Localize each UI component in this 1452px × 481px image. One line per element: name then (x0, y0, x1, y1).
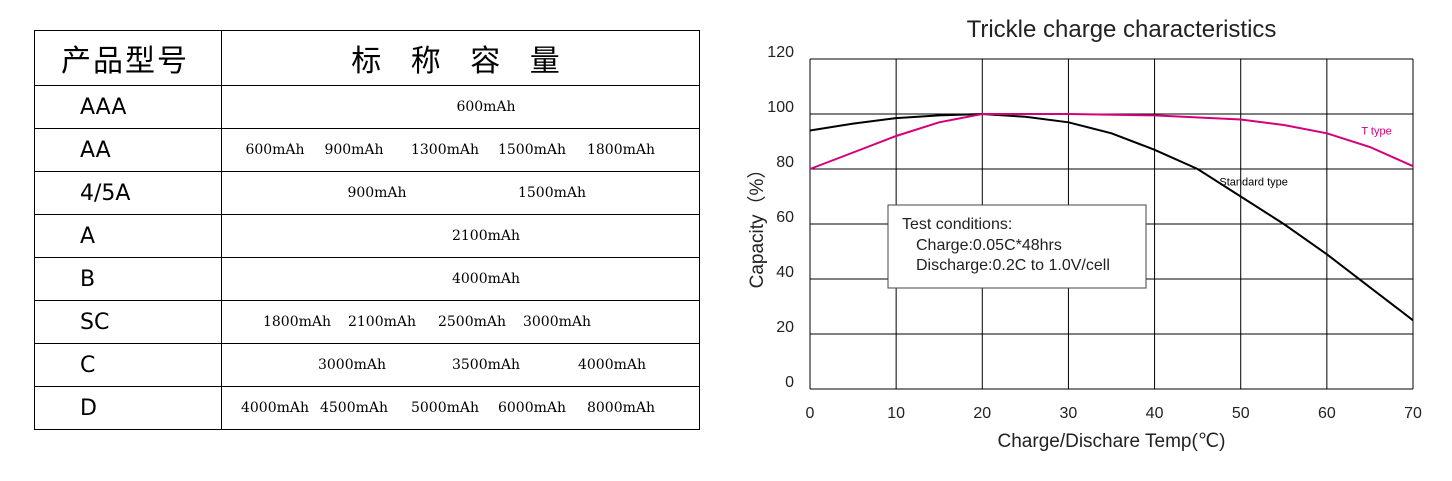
x-tick-label: 10 (887, 405, 905, 422)
capacity-value: 2100mAh (451, 228, 521, 244)
capacity-cell: 600mAh 900mAh 1300mAh 1500mAh 1800mAh (221, 128, 700, 172)
capacity-value: 5000mAh (410, 400, 480, 416)
x-axis-label: Charge/Dischare Temp(℃) (998, 431, 1226, 452)
capacity-cell: 1800mAh 2100mAh 2500mAh 3000mAh (221, 300, 700, 344)
y-tick-label: 60 (776, 209, 794, 226)
capacity-value: 3500mAh (451, 357, 521, 373)
capacity-value: 600mAh (245, 142, 305, 158)
capacity-value: 4000mAh (577, 357, 647, 373)
capacity-value: 1800mAh (586, 142, 656, 158)
table-row: C 3000mAh 3500mAh 4000mAh (34, 343, 700, 387)
capacity-value: 1500mAh (517, 185, 587, 201)
y-tick-label: 120 (767, 44, 794, 61)
table-row: D 4000mAh 4500mAh 5000mAh 6000mAh 8000mAh (34, 386, 700, 430)
table-row: B 4000mAh (34, 257, 700, 301)
table-row: SC 1800mAh 2100mAh 2500mAh 3000mAh (34, 300, 700, 344)
header-model: 产品型号 (34, 30, 222, 86)
table-row: AAA 600mAh (34, 85, 700, 129)
table-row: A 2100mAh (34, 214, 700, 258)
t-type-label: T type (1361, 126, 1391, 138)
capacity-value: 1300mAh (410, 142, 480, 158)
x-tick-label: 0 (806, 405, 815, 422)
capacity-cell: 4000mAh 4500mAh 5000mAh 6000mAh 8000mAh (221, 386, 700, 430)
y-tick-label: 100 (767, 99, 794, 116)
capacity-value: 3000mAh (522, 314, 592, 330)
table-row: 4/5A 900mAh 1500mAh (34, 171, 700, 215)
capacity-value: 900mAh (347, 185, 407, 201)
capacity-value: 4000mAh (240, 400, 310, 416)
y-tick-label: 0 (785, 374, 794, 391)
x-tick-label: 50 (1232, 405, 1250, 422)
standard-type-label: Standard type (1219, 177, 1288, 189)
standard-type-series-line (809, 112, 1414, 322)
x-tick-label: 40 (1146, 405, 1164, 422)
capacity-cell: 2100mAh (221, 214, 700, 258)
y-tick-label: 40 (776, 264, 794, 281)
model-cell: D (34, 386, 222, 430)
capacity-cell: 4000mAh (221, 257, 700, 301)
capacity-table-container: 产品型号 标 称 容 量 AAA 600mAh AA 600mAh 900mAh 1300… (34, 30, 700, 430)
capacity-value: 2100mAh (347, 314, 417, 330)
trickle-charge-chart: Trickle charge characteristics 0 10 20 30 40 5… (746, 16, 1422, 452)
capacity-value: 1800mAh (262, 314, 332, 330)
table-header-row: 产品型号 标 称 容 量 (34, 30, 700, 86)
capacity-value: 900mAh (324, 142, 384, 158)
header-capacity: 标 称 容 量 (221, 30, 700, 86)
capacity-value: 600mAh (456, 99, 516, 115)
capacity-value: 3000mAh (317, 357, 387, 373)
chart-title: Trickle charge characteristics (967, 16, 1277, 43)
capacity-value: 6000mAh (497, 400, 567, 416)
model-cell: AA (34, 128, 222, 172)
y-axis-label: Capacity（%） (746, 160, 768, 289)
model-cell: A (34, 214, 222, 258)
test-conditions-line: Test conditions: (902, 216, 1012, 233)
capacity-value: 2500mAh (437, 314, 507, 330)
y-tick-label: 80 (776, 154, 794, 171)
x-tick-label: 60 (1318, 405, 1336, 422)
test-conditions-line: Charge:0.05C*48hrs (916, 237, 1062, 254)
x-tick-label: 70 (1404, 405, 1422, 422)
capacity-cell: 600mAh (221, 85, 700, 129)
capacity-value: 1500mAh (497, 142, 567, 158)
x-tick-label: 30 (1060, 405, 1078, 422)
capacity-value: 8000mAh (586, 400, 656, 416)
capacity-cell: 900mAh 1500mAh (221, 171, 700, 215)
capacity-table: 产品型号 标 称 容 量 AAA 600mAh AA 600mAh 900mAh 1300… (34, 30, 700, 430)
test-conditions-line: Discharge:0.2C to 1.0V/cell (916, 257, 1110, 274)
capacity-value: 4500mAh (319, 400, 389, 416)
model-cell: AAA (34, 85, 222, 129)
y-tick-label: 20 (776, 319, 794, 336)
model-cell: C (34, 343, 222, 387)
model-cell: SC (34, 300, 222, 344)
table-row: AA 600mAh 900mAh 1300mAh 1500mAh 1800mAh (34, 128, 700, 172)
model-cell: 4/5A (34, 171, 222, 215)
x-tick-label: 20 (973, 405, 991, 422)
test-conditions-box (887, 204, 1147, 289)
capacity-cell: 3000mAh 3500mAh 4000mAh (221, 343, 700, 387)
t-type-series-line (809, 113, 1414, 170)
model-cell: B (34, 257, 222, 301)
capacity-value: 4000mAh (451, 271, 521, 287)
